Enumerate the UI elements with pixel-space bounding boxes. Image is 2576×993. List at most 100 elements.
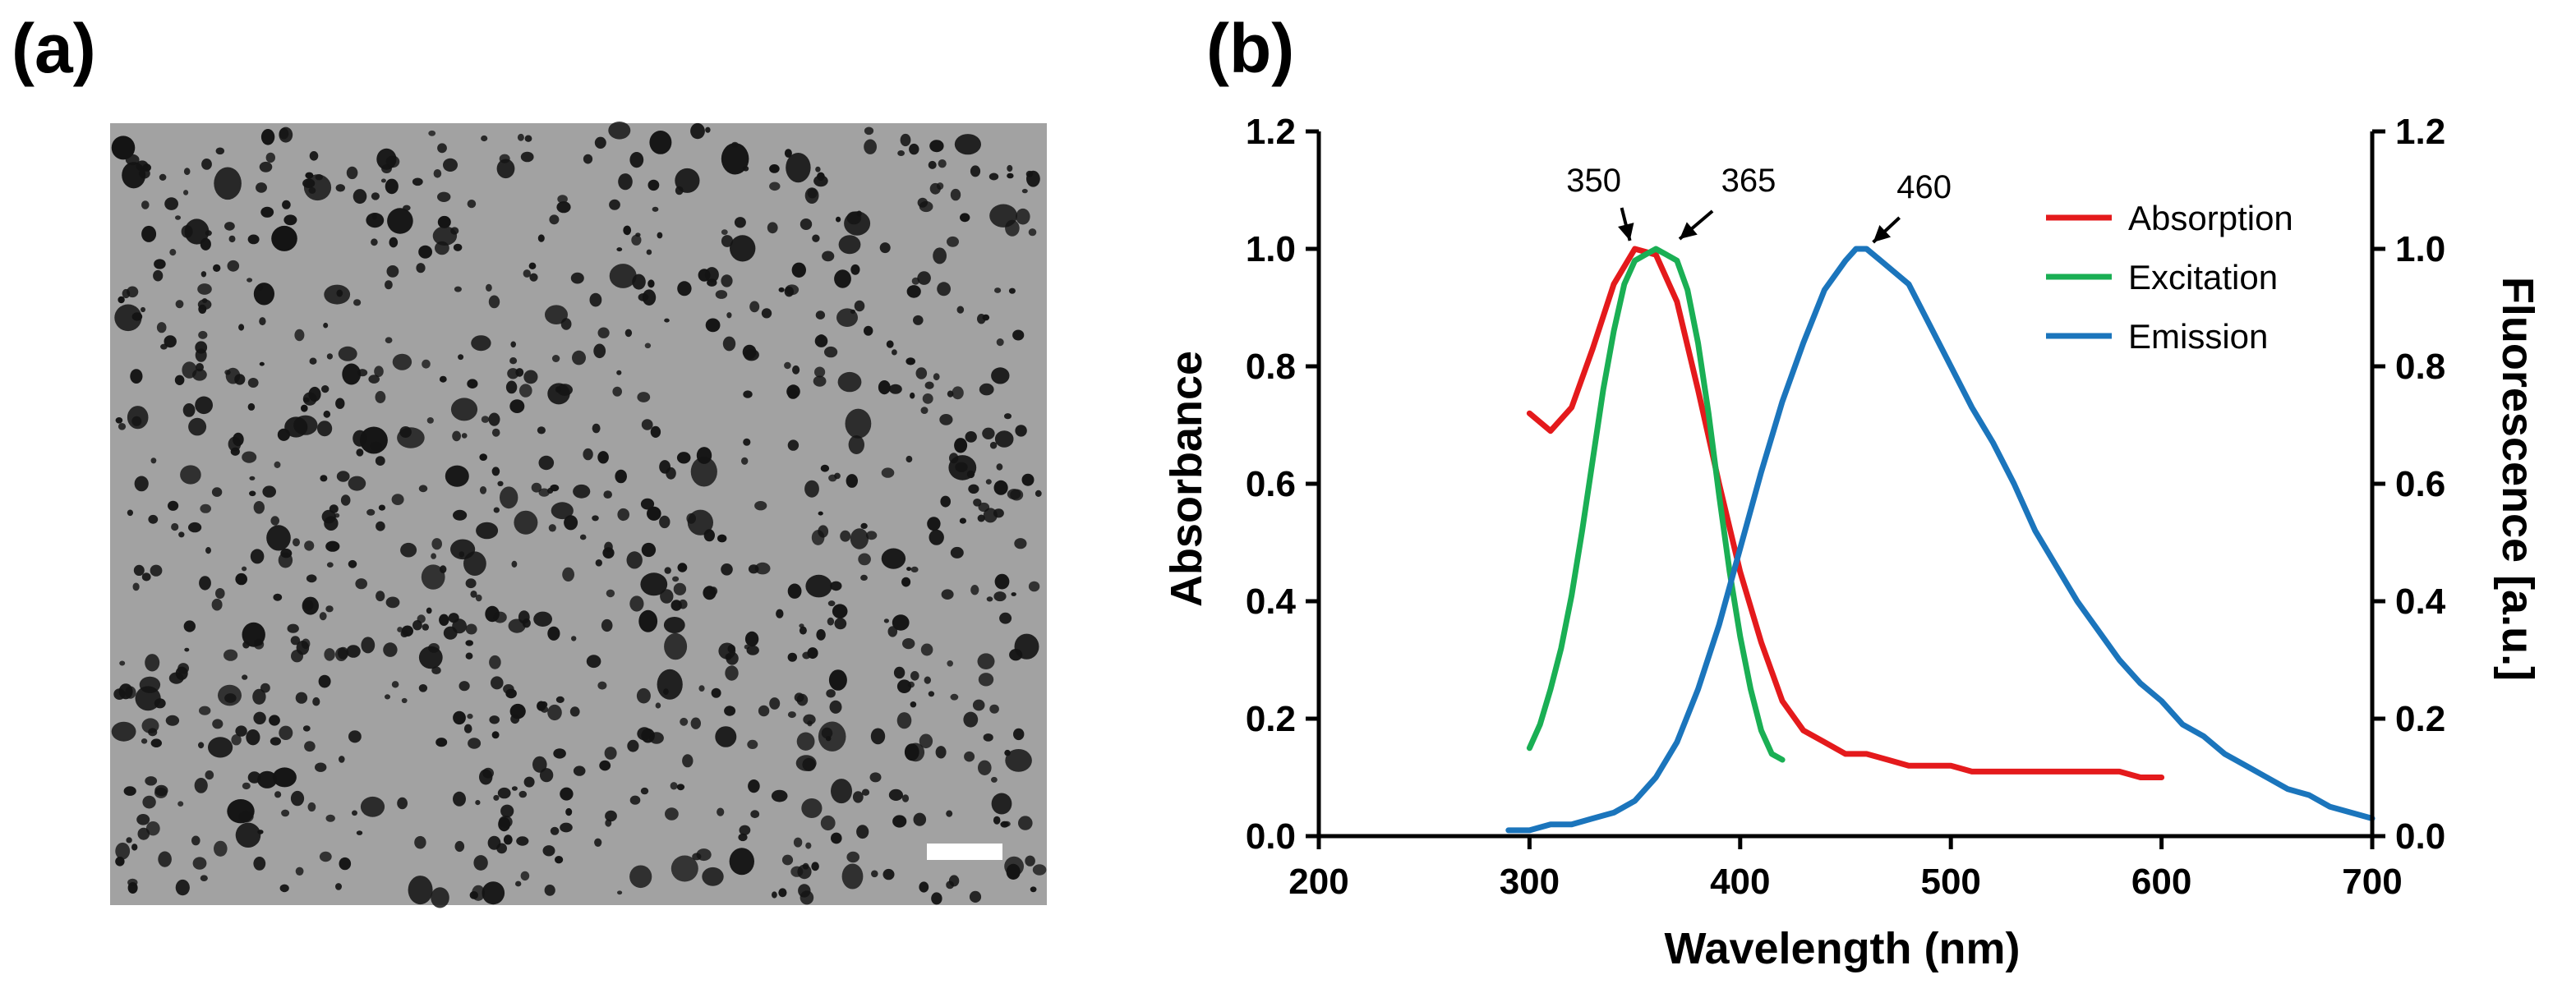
nanoparticle (329, 504, 339, 513)
nanoparticle (352, 810, 357, 816)
nanoparticle (778, 287, 785, 292)
nanoparticle (159, 173, 167, 181)
nanoparticle (431, 887, 449, 908)
nanoparticle (319, 851, 332, 862)
nanoparticle (491, 467, 500, 476)
nanoparticle (915, 367, 928, 379)
nanoparticle (864, 325, 873, 336)
nanoparticle (452, 430, 461, 442)
nanoparticle (870, 728, 886, 745)
nanoparticle (812, 234, 820, 242)
nanoparticle (924, 381, 934, 389)
nanoparticle (629, 865, 652, 889)
nanoparticle (139, 168, 150, 179)
nanoparticle (127, 882, 138, 894)
nanoparticle (641, 419, 653, 430)
nanoparticle (734, 217, 746, 228)
nanoparticle (431, 538, 442, 550)
nanoparticle (715, 726, 737, 747)
nanoparticle (991, 367, 1010, 384)
nanoparticle (659, 515, 670, 529)
nanoparticle (664, 318, 670, 323)
nanoparticle (467, 379, 478, 389)
nanoparticle (188, 522, 202, 533)
panel-label-a: (a) (12, 10, 96, 87)
nanoparticle (597, 451, 609, 464)
nanoparticle (376, 521, 385, 531)
nanoparticle (560, 787, 574, 801)
nanoparticle (453, 243, 463, 251)
nanoparticle (747, 739, 758, 750)
nanoparticle (799, 623, 804, 628)
nanoparticle (459, 551, 465, 558)
x-axis-title: Wavelength (nm) (1664, 924, 2020, 973)
nanoparticle (247, 278, 253, 283)
nanoparticle (253, 501, 265, 514)
nanoparticle (928, 160, 937, 169)
nanoparticle (657, 669, 683, 700)
nanoparticle (500, 804, 514, 818)
nanoparticle (145, 654, 160, 672)
nanoparticle (461, 433, 468, 439)
nanoparticle (560, 318, 572, 330)
nanoparticle (869, 772, 882, 783)
nanoparticle (996, 338, 1004, 347)
nanoparticle (929, 182, 941, 195)
nanoparticle (385, 337, 393, 344)
nanoparticle (391, 681, 399, 688)
nanoparticle (133, 564, 145, 577)
nanoparticle (515, 880, 522, 887)
nanoparticle (1010, 489, 1024, 501)
nanoparticle (335, 184, 345, 192)
nanoparticle (657, 232, 663, 239)
nanoparticle (968, 484, 979, 494)
nanoparticle (348, 476, 366, 491)
nanoparticle (516, 836, 529, 846)
nanoparticle (640, 498, 655, 510)
nanoparticle (197, 299, 212, 310)
nanoparticle (283, 214, 297, 226)
nanoparticle (660, 589, 674, 604)
nanoparticle (1004, 856, 1024, 876)
nanoparticle (306, 574, 317, 583)
nanoparticle (1026, 170, 1040, 187)
nanoparticle (335, 647, 348, 661)
nanoparticle (935, 746, 947, 759)
nanoparticle (141, 572, 151, 582)
nanoparticle (949, 453, 959, 464)
nanoparticle (479, 453, 487, 461)
nanoparticle (569, 706, 580, 717)
nanoparticle (850, 309, 855, 315)
y-tick-label-left: 0.4 (1246, 582, 1297, 622)
nanoparticle (850, 264, 860, 275)
nanoparticle (115, 417, 123, 424)
nanoparticle (169, 249, 177, 256)
nanoparticle (897, 150, 905, 156)
tem-micrograph (110, 122, 1047, 908)
nanoparticle (994, 573, 1010, 590)
nanoparticle (458, 354, 464, 361)
nanoparticle (199, 576, 211, 591)
nanoparticle (717, 807, 725, 816)
nanoparticle (792, 365, 800, 375)
nanoparticle (452, 618, 467, 634)
nanoparticle (200, 503, 211, 513)
nanoparticle (346, 166, 358, 180)
peak-arrow-head (1873, 225, 1892, 242)
nanoparticle (818, 721, 846, 752)
nanoparticle (321, 385, 329, 393)
nanoparticle (548, 524, 556, 532)
nanoparticle (360, 796, 385, 817)
nanoparticle (201, 159, 212, 170)
nanoparticle (145, 776, 158, 786)
nanoparticle (270, 737, 281, 746)
nanoparticle (778, 888, 787, 898)
nanoparticle (432, 226, 458, 246)
nanoparticle (183, 620, 196, 632)
nanoparticle (498, 817, 510, 832)
nanoparticle (618, 173, 633, 191)
nanoparticle (431, 553, 436, 559)
nanoparticle (929, 140, 944, 153)
y-axis-title-right: Fluorescence [a.u.] (2493, 277, 2542, 681)
nanoparticle (253, 857, 266, 871)
